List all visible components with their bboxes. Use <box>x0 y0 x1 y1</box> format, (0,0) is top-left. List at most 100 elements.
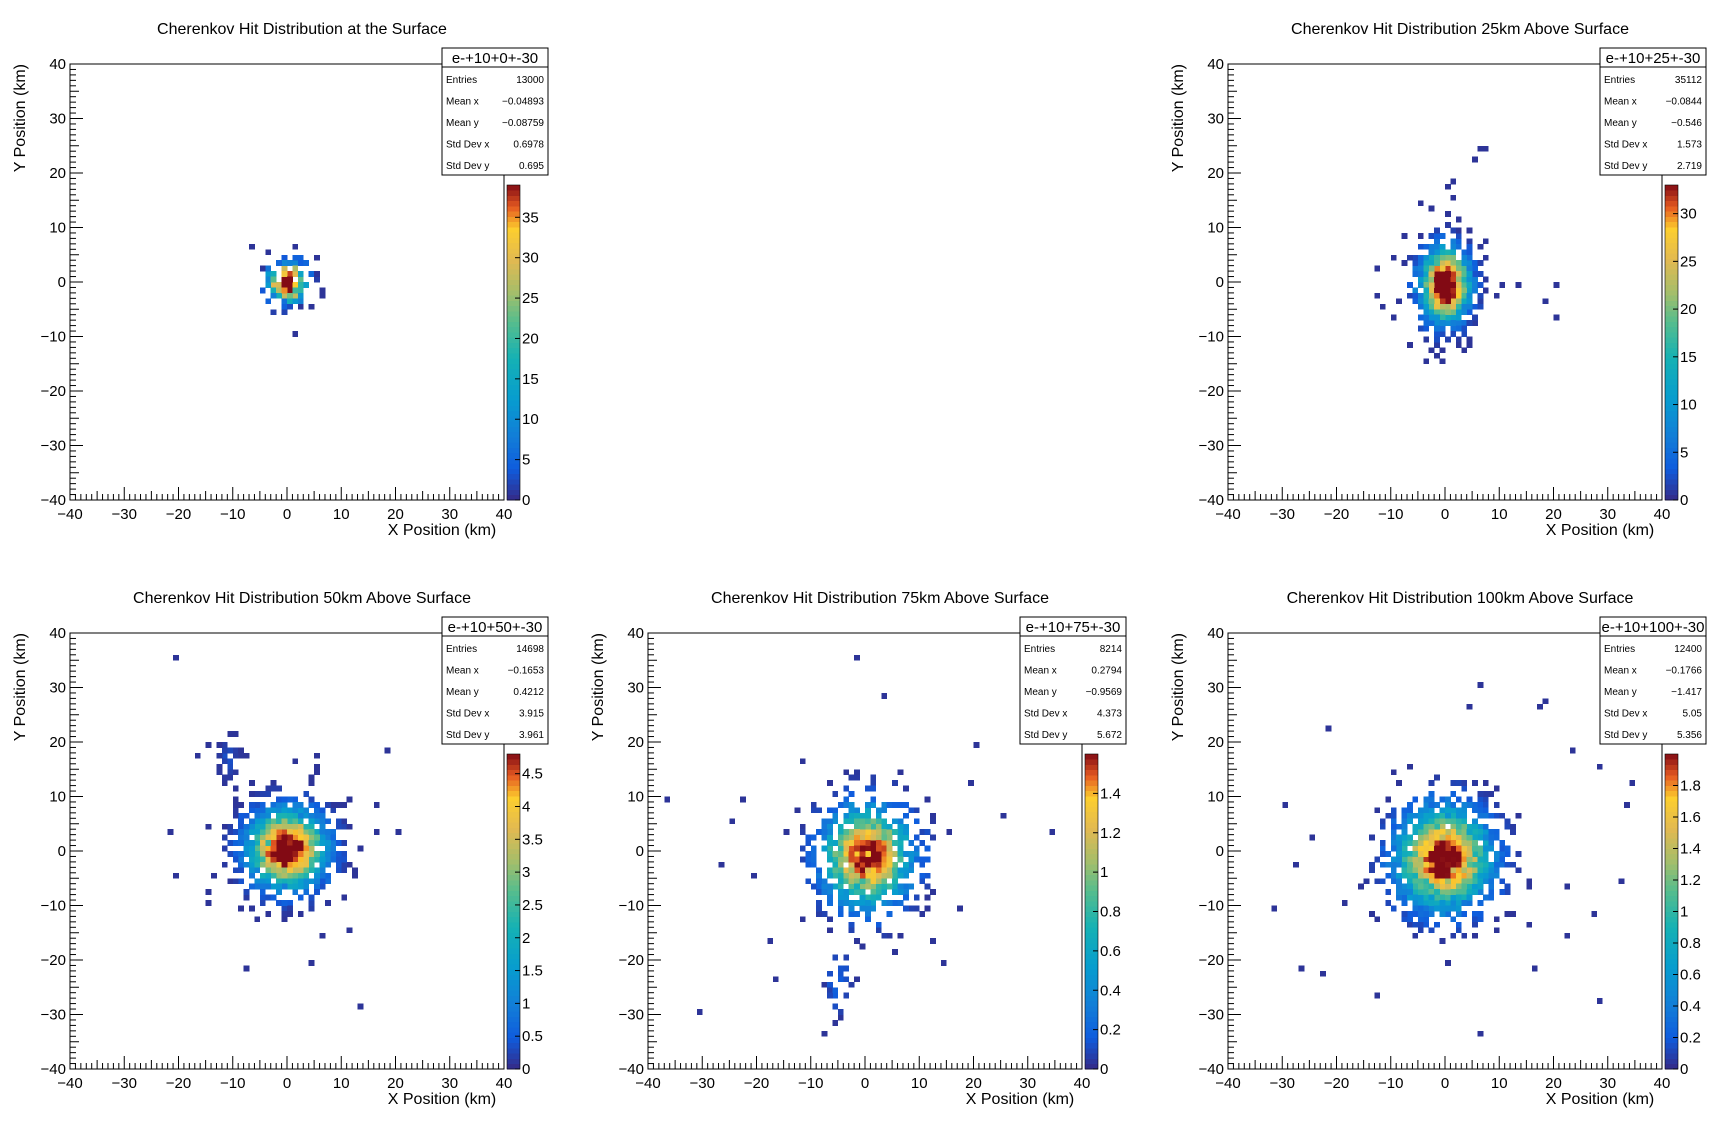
histogram-bin <box>249 807 255 814</box>
x-tick-label: 0 <box>283 506 291 523</box>
colorbar-segment <box>507 895 520 902</box>
histogram-bin <box>810 834 817 841</box>
histogram-bin <box>1461 823 1468 830</box>
y-tick-label: 0 <box>636 843 644 860</box>
histogram-bin <box>1434 878 1440 885</box>
histogram-bin <box>1461 840 1468 846</box>
colorbar-segment <box>507 995 520 1002</box>
histogram-bin <box>930 889 936 895</box>
histogram-bin <box>1396 834 1402 841</box>
histogram-bin <box>827 927 833 934</box>
histogram-bin <box>1466 271 1473 277</box>
histogram-bin <box>1417 889 1424 895</box>
histogram-bin <box>314 867 320 874</box>
colorbar-frame <box>506 184 521 501</box>
colorbar-segment <box>507 775 520 781</box>
histogram-bin <box>249 861 255 868</box>
x-tick-label: 40 <box>496 506 513 523</box>
histogram-bin <box>1439 303 1446 310</box>
histogram-bin <box>314 889 320 895</box>
stats-value: 3.961 <box>519 730 544 741</box>
histogram-bin <box>816 883 822 890</box>
histogram-bin <box>1472 878 1478 885</box>
histogram-bin <box>1466 834 1473 841</box>
histogram-bin <box>1569 747 1576 754</box>
histogram-bin <box>221 780 228 786</box>
histogram-bin <box>287 845 293 852</box>
colorbar-segment <box>1665 822 1678 828</box>
stats-label: Std Dev y <box>1604 730 1647 741</box>
histogram-bin <box>1412 254 1419 261</box>
histogram-bin <box>270 845 277 852</box>
histogram-bin <box>303 861 310 868</box>
histogram-bin <box>238 856 244 863</box>
x-tick-label: −40 <box>635 1075 660 1092</box>
histogram-bin <box>292 883 299 890</box>
colorbar-segment <box>507 979 520 986</box>
histogram-bin <box>1439 243 1446 250</box>
histogram-bin <box>287 298 293 305</box>
colorbar-segment <box>1665 759 1678 765</box>
histogram-bin <box>1428 347 1435 354</box>
stats-value: 2.719 <box>1677 161 1702 172</box>
histogram-bin <box>1417 260 1424 266</box>
histogram-bin <box>854 910 860 917</box>
colorbar-segment <box>1085 1048 1098 1054</box>
histogram-bin <box>1428 878 1435 885</box>
stats-value: 5.05 <box>1683 709 1703 720</box>
histogram-bin <box>1439 823 1446 830</box>
histogram-bin <box>308 878 315 885</box>
histogram-bin <box>1450 834 1457 841</box>
histogram-bin <box>1390 856 1397 863</box>
histogram-bin <box>1401 840 1408 846</box>
histogram-bin <box>324 845 331 852</box>
histogram-bin <box>341 861 348 868</box>
stats-value: 3.915 <box>519 709 544 720</box>
histogram-bin <box>848 818 855 825</box>
histogram-bin <box>1396 851 1402 857</box>
histogram-bin <box>227 840 234 846</box>
histogram-bin <box>843 867 850 874</box>
x-axis-label: X Position (km) <box>1546 522 1654 539</box>
histogram-bin <box>1450 823 1457 830</box>
colorbar-segment <box>1665 295 1678 301</box>
colorbar-segment <box>1665 869 1678 876</box>
histogram-bin <box>1466 336 1473 343</box>
histogram-bin <box>854 878 860 885</box>
colorbar-segment <box>1665 237 1678 244</box>
histogram-bin <box>1396 780 1402 786</box>
histogram-bin <box>1439 878 1446 885</box>
histogram-bin <box>232 785 239 792</box>
histogram-bin <box>303 807 310 814</box>
histogram-bin <box>892 900 898 906</box>
histogram-bin <box>1466 845 1473 852</box>
histogram-bin <box>1401 872 1408 879</box>
histogram-bin <box>1434 823 1440 830</box>
histogram-bin <box>319 812 326 819</box>
histogram-bin <box>1434 801 1440 808</box>
histogram-bin <box>897 829 904 835</box>
panel-3: Cherenkov Hit Distribution 75km Above Su… <box>590 590 1127 1108</box>
histogram-bin <box>843 976 850 983</box>
histogram-bin <box>216 742 223 748</box>
histogram-bin <box>249 823 255 830</box>
histogram-bin <box>1412 265 1419 272</box>
colorbar-segment <box>1085 1027 1098 1033</box>
histogram-bin <box>902 861 909 868</box>
stats-label: Std Dev y <box>1024 730 1067 741</box>
colorbar-segment <box>507 1016 520 1023</box>
histogram-bin <box>281 905 288 912</box>
histogram-bin <box>319 818 326 825</box>
histogram-bin <box>1461 292 1468 299</box>
histogram-bin <box>319 829 326 835</box>
colorbar-segment <box>1085 943 1098 949</box>
histogram-bin <box>1423 878 1430 885</box>
colorbar-segment <box>507 937 520 944</box>
histogram-bin <box>232 747 239 754</box>
colorbar-segment <box>507 384 520 391</box>
histogram-bin <box>1482 801 1489 808</box>
histogram-bin <box>281 851 288 857</box>
colorbar-segment <box>1665 1021 1678 1028</box>
colorbar-segment <box>507 468 520 475</box>
histogram-bin <box>1482 872 1489 879</box>
